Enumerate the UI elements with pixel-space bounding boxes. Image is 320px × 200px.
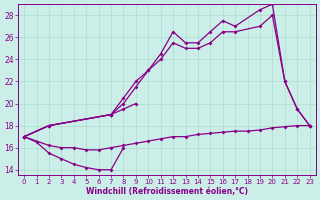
X-axis label: Windchill (Refroidissement éolien,°C): Windchill (Refroidissement éolien,°C) <box>86 187 248 196</box>
